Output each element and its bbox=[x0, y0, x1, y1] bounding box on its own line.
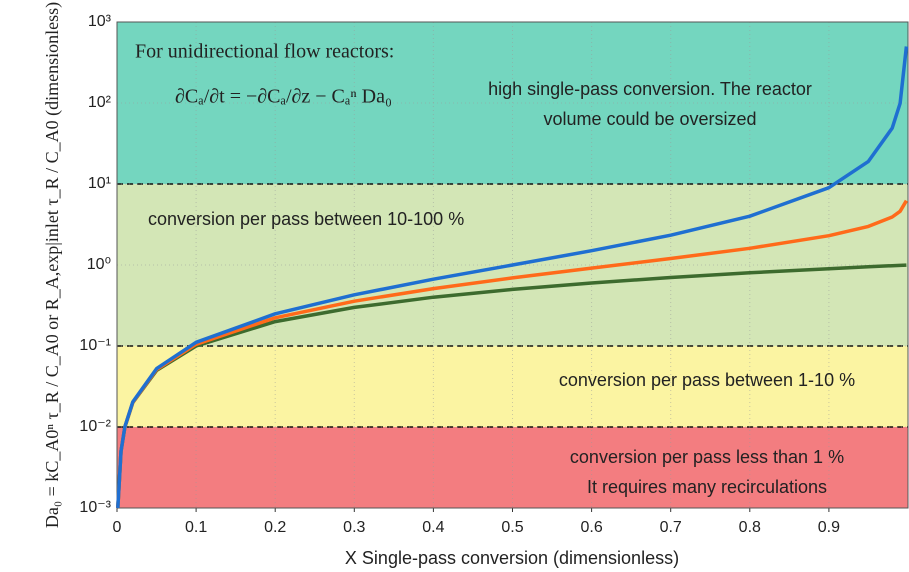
annotation: It requires many recirculations bbox=[587, 477, 827, 497]
y-tick-label: 10⁻³ bbox=[79, 499, 111, 516]
x-axis-label: X Single-pass conversion (dimensionless) bbox=[345, 548, 679, 568]
band bbox=[117, 22, 908, 184]
x-tick-label: 0.5 bbox=[501, 519, 523, 536]
x-tick-label: 0.2 bbox=[264, 519, 286, 536]
annotation: high single-pass conversion. The reactor bbox=[488, 79, 812, 99]
y-tick-label: 10¹ bbox=[88, 175, 111, 192]
x-tick-label: 0.9 bbox=[818, 519, 840, 536]
annotation: conversion per pass between 1-10 % bbox=[559, 370, 855, 390]
x-tick-label: 0.1 bbox=[185, 519, 207, 536]
y-tick-label: 10⁻² bbox=[79, 418, 111, 435]
x-tick-label: 0.7 bbox=[660, 519, 682, 536]
annotation: conversion per pass between 10-100 % bbox=[148, 209, 464, 229]
y-tick-label: 10⁰ bbox=[87, 256, 111, 273]
x-tick-label: 0 bbox=[113, 519, 122, 536]
y-axis-label: Da₀ = kC_A0ⁿ τ_R / C_A0 or R_A,exp|inlet… bbox=[42, 2, 63, 528]
y-tick-label: 10³ bbox=[88, 13, 112, 30]
annotation: volume could be oversized bbox=[543, 109, 756, 129]
annotation: conversion per pass less than 1 % bbox=[570, 447, 844, 467]
x-tick-label: 0.4 bbox=[422, 519, 444, 536]
y-tick-label: 10² bbox=[88, 94, 112, 111]
line-series bbox=[116, 46, 909, 509]
x-tick-label: 0.8 bbox=[739, 519, 761, 536]
x-tick-label: 0.6 bbox=[580, 519, 602, 536]
plot-frame bbox=[116, 21, 909, 509]
annotation: ∂Cₐ/∂t = −∂Cₐ/∂z − Cₐⁿ Da₀ bbox=[175, 86, 392, 108]
annotation: For unidirectional flow reactors: bbox=[135, 41, 394, 63]
y-tick-label: 10⁻¹ bbox=[79, 337, 111, 354]
x-tick-label: 0.3 bbox=[343, 519, 365, 536]
